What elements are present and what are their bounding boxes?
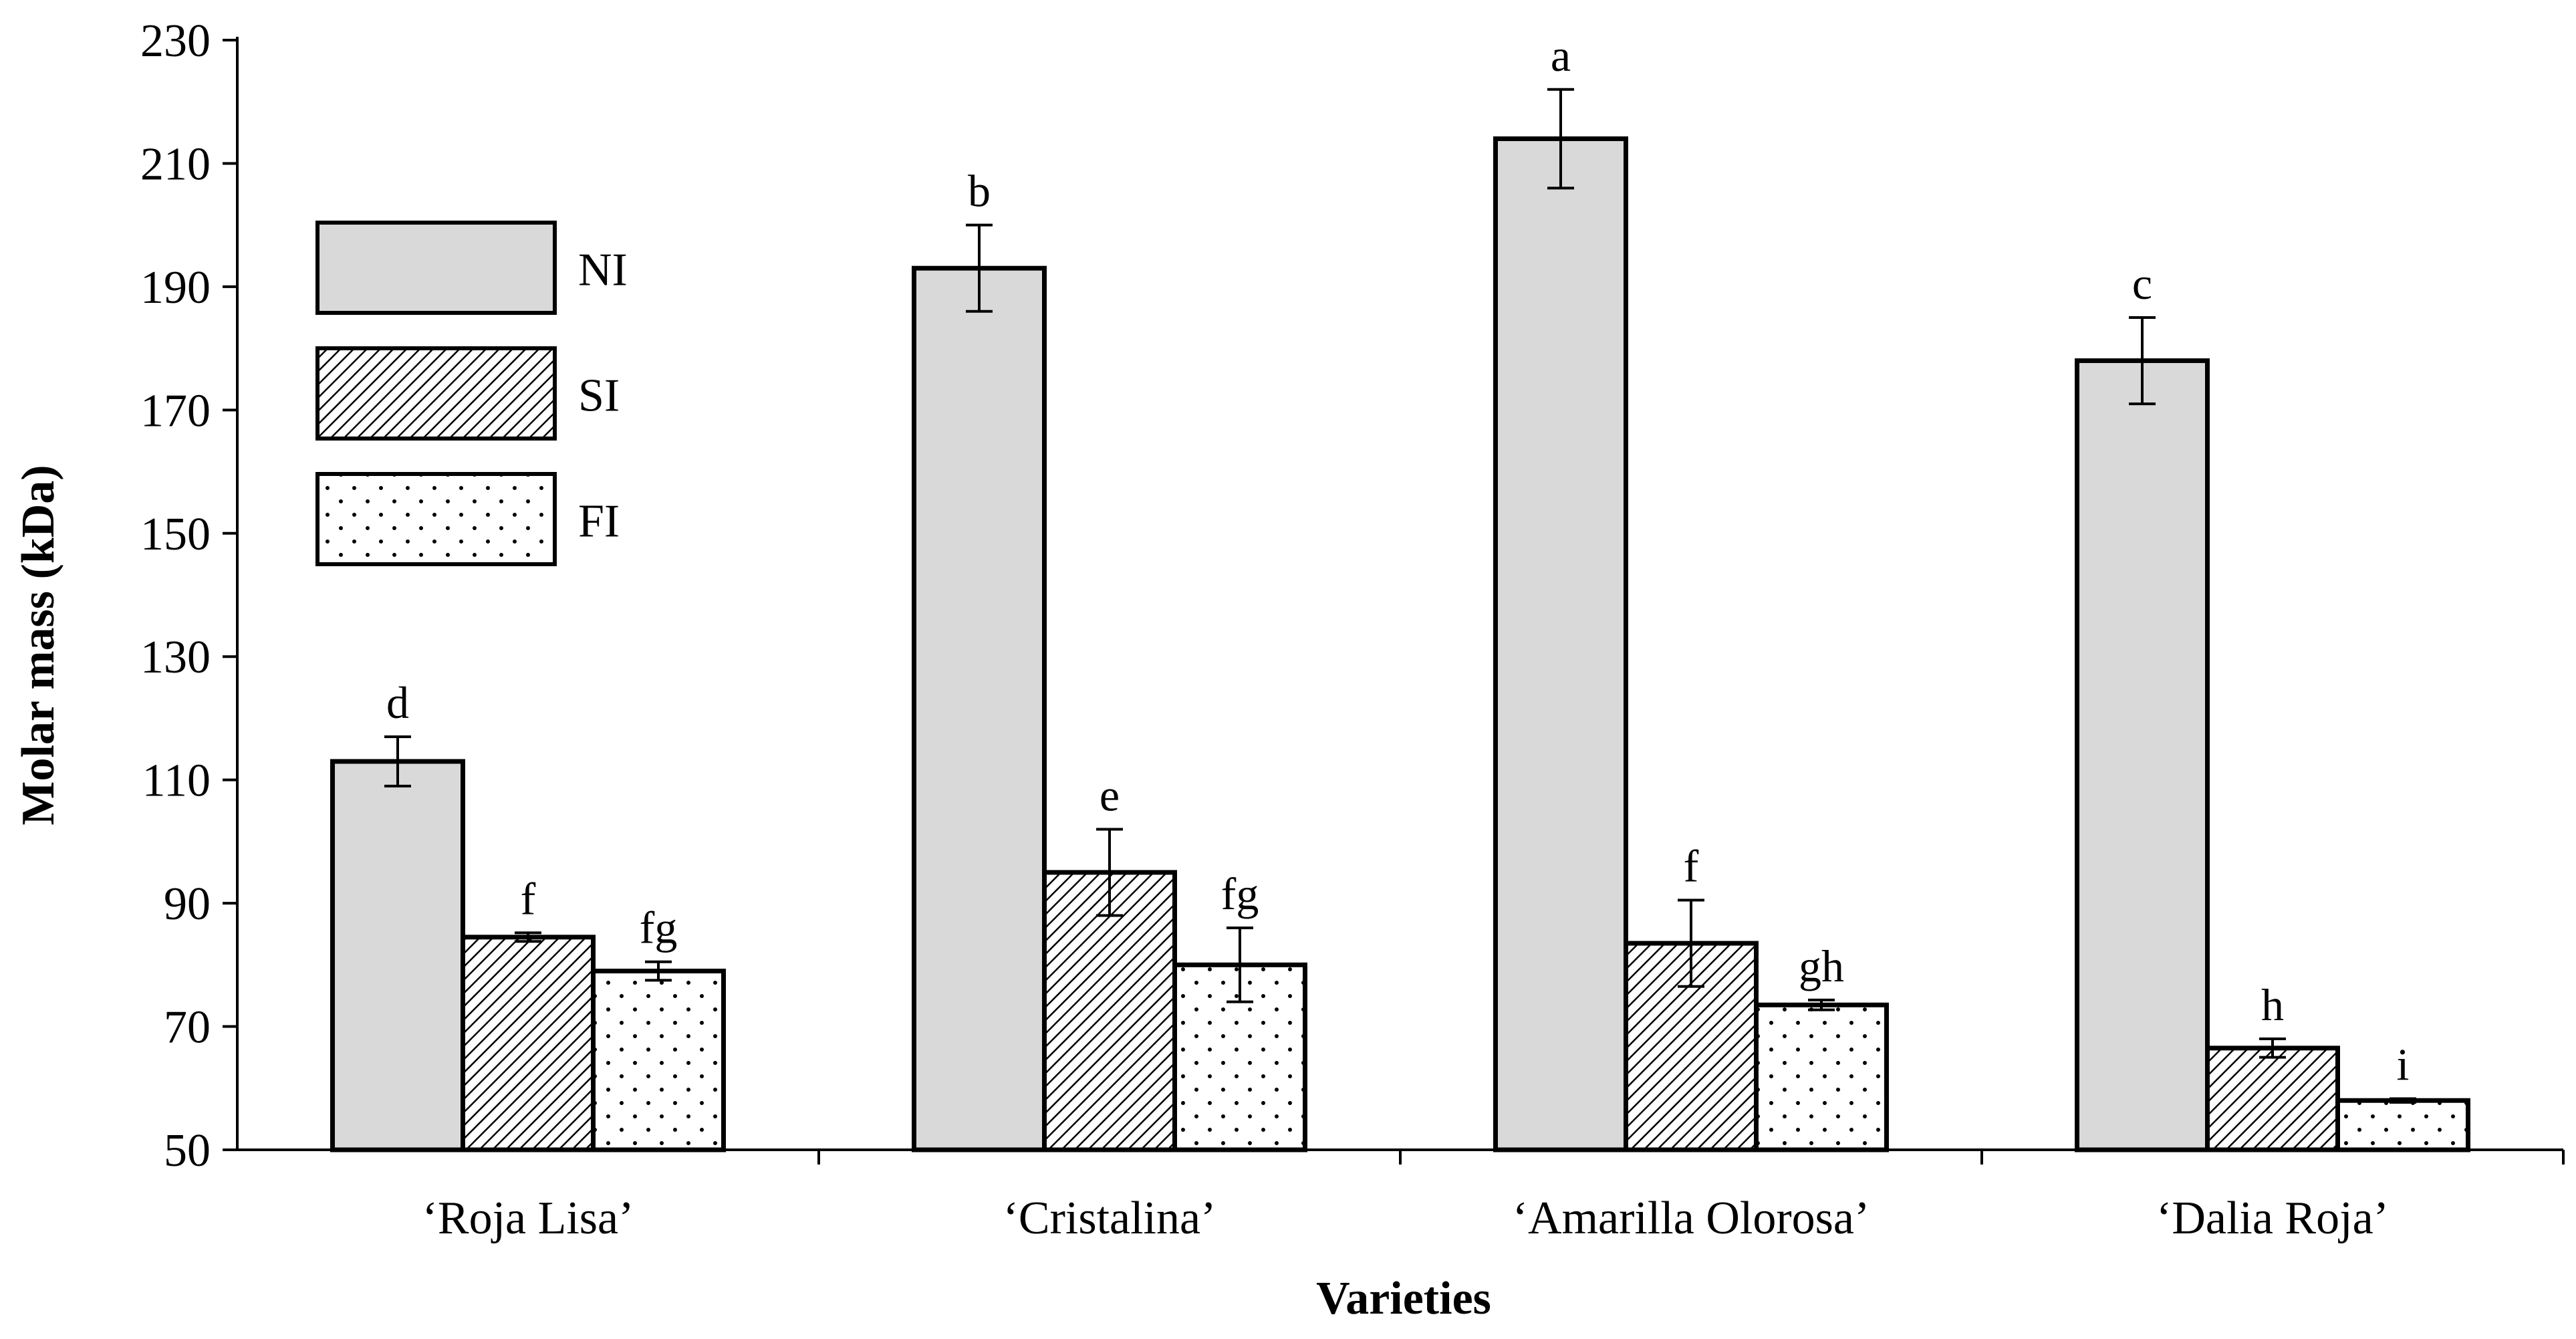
y-axis-title: Molar mass (kDa) [13,465,64,825]
y-tick-label: 150 [140,509,211,560]
bar-si [461,935,596,1152]
significance-label: d [386,677,409,728]
bar-ni [2075,358,2210,1152]
y-tick-label: 130 [140,632,211,683]
significance-label: c [2132,258,2152,309]
y-tick-label: 230 [140,15,211,67]
x-tick-label: ‘Cristalina’ [1003,1193,1216,1244]
x-tick-label: ‘Amarilla Olorosa’ [1513,1193,1870,1244]
significance-label: f [1684,841,1699,892]
y-tick-label: 210 [140,138,211,190]
y-tick-label: 70 [164,1002,211,1054]
significance-label: fg [640,902,678,953]
y-tick-label: 190 [140,262,211,314]
bar-fi [1754,1002,1889,1152]
legend-swatch-fi [315,472,557,566]
legend-label-ni: NI [578,245,628,296]
bar-si [2205,1046,2340,1152]
significance-label: f [521,873,536,924]
bar-ni [330,759,465,1152]
x-axis-title: Varieties [1316,1273,1491,1324]
significance-label: fg [1221,868,1259,919]
y-tick-label: 50 [164,1125,211,1177]
y-tick-label: 90 [164,878,211,930]
significance-label: e [1100,769,1120,820]
error-bars [384,88,2416,1104]
significance-labels: d b a c f e f h fg fg gh i [386,30,2409,1090]
x-tick-label: ‘Roja Lisa’ [422,1193,634,1244]
legend-label-si: SI [578,370,620,422]
bar-fi [591,969,726,1152]
bar-ni [912,265,1047,1152]
significance-label: b [968,166,991,217]
significance-label: i [2397,1039,2410,1090]
legend-swatch-ni [315,221,557,315]
x-axis: ‘Roja Lisa’ ‘Cristalina’ ‘Amarilla Olorosa… [237,1148,2565,1244]
y-tick-label: 170 [140,385,211,437]
bar-ni [1493,136,1628,1152]
bar-fi [2335,1098,2470,1152]
significance-label: gh [1799,941,1844,991]
bars [330,136,2470,1152]
legend-swatch-si [315,346,557,441]
y-axis: 50 70 90 110 130 150 170 190 210 230 [140,15,239,1177]
significance-label: a [1551,30,1571,81]
legend: NI SI FI [315,221,628,566]
legend-label-fi: FI [578,496,620,547]
y-tick-label: 110 [142,755,211,807]
bar-si [1042,870,1177,1152]
x-tick-label: ‘Dalia Roja’ [2156,1193,2389,1244]
significance-label: h [2261,979,2284,1030]
